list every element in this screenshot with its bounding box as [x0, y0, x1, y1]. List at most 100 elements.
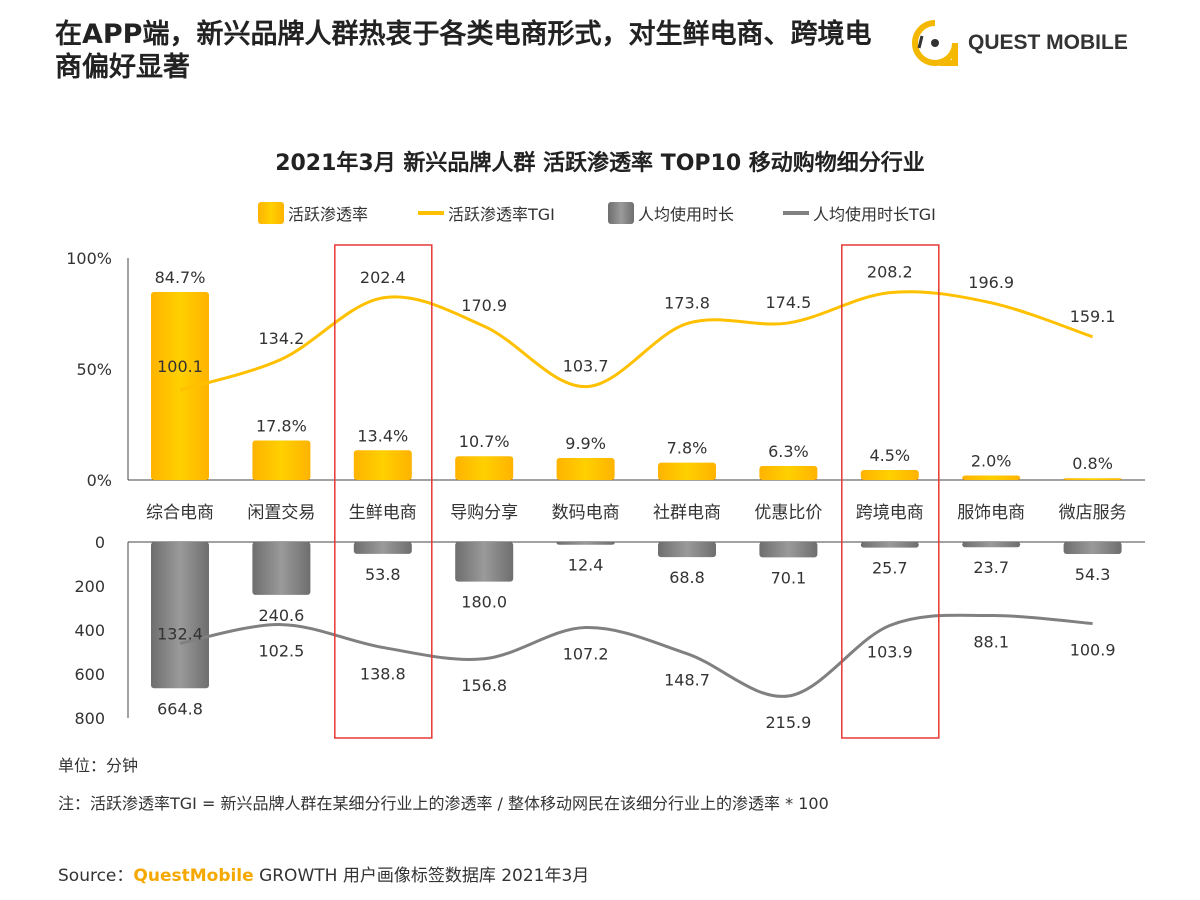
bottom-y-tick: 800	[74, 709, 105, 728]
bar-usage-duration	[759, 542, 818, 558]
line-label: 170.9	[461, 296, 507, 315]
bar-label: 0.8%	[1072, 454, 1113, 473]
unit-label: 单位：分钟	[58, 756, 139, 775]
bar-active-penetration	[353, 450, 412, 480]
bar-label: 9.9%	[565, 434, 606, 453]
category-label: 服饰电商	[957, 503, 1025, 523]
line-label: 88.1	[973, 633, 1009, 652]
line-label: 196.9	[968, 273, 1014, 292]
bar-label: 68.8	[669, 568, 705, 587]
bar-usage-duration	[1063, 542, 1122, 554]
logo-icon	[912, 20, 958, 66]
line-label: 100.9	[1070, 641, 1116, 660]
bottom-y-tick: 400	[74, 621, 105, 640]
legend-label-3: 人均使用时长TGI	[813, 205, 936, 224]
bar-label: 12.4	[568, 556, 604, 575]
line-label: 100.1	[157, 357, 203, 376]
bar-label: 70.1	[771, 568, 807, 587]
bar-label: 2.0%	[971, 452, 1012, 471]
line-active-penetration-tgi	[179, 290, 1094, 392]
bar-label: 180.0	[461, 593, 507, 612]
legend-line-1	[418, 211, 444, 215]
top-y-tick: 0%	[87, 471, 112, 490]
bottom-y-tick: 600	[74, 665, 105, 684]
bar-label: 13.4%	[357, 426, 408, 445]
bar-label: 53.8	[365, 565, 401, 584]
bar-label: 54.3	[1075, 565, 1111, 584]
quest-mobile-logo: QUEST MOBILE	[910, 18, 1128, 68]
line-label: 159.1	[1070, 307, 1116, 326]
bar-label: 10.7%	[459, 432, 510, 451]
category-label: 跨境电商	[856, 503, 924, 523]
legend-label-0: 活跃渗透率	[288, 205, 368, 224]
category-label: 生鲜电商	[349, 503, 417, 523]
bar-usage-duration	[658, 542, 716, 558]
legend-swatch-2	[608, 202, 634, 224]
bar-active-penetration	[252, 440, 311, 480]
line-label: 215.9	[765, 713, 811, 732]
footnote: 注：活跃渗透率TGI = 新兴品牌人群在某细分行业上的渗透率 / 整体移动网民在…	[58, 794, 829, 813]
category-label: 微店服务	[1059, 503, 1127, 523]
bar-label: 664.8	[157, 699, 203, 718]
bar-active-penetration	[455, 456, 514, 480]
bar-label: 240.6	[258, 606, 304, 625]
category-label: 优惠比价	[754, 503, 822, 523]
line-label: 102.5	[258, 642, 304, 661]
line-usage-duration-tgi	[179, 613, 1093, 698]
source-rest: GROWTH 用户画像标签数据库 2021年3月	[253, 866, 590, 886]
bar-usage-duration	[556, 542, 615, 545]
highlight-box	[334, 244, 433, 739]
bottom-y-tick: 0	[95, 533, 105, 552]
bar-usage-duration	[455, 542, 514, 582]
bar-active-penetration	[860, 470, 919, 480]
bar-usage-duration	[252, 542, 311, 595]
bar-usage-duration	[860, 542, 919, 548]
source-brand: QuestMobile	[133, 866, 254, 886]
headline: 在APP端，新兴品牌人群热衷于各类电商形式，对生鲜电商、跨境电商偏好显著	[55, 19, 872, 83]
category-label: 社群电商	[653, 503, 721, 523]
top-y-tick: 100%	[66, 249, 112, 268]
line-label: 134.2	[258, 329, 304, 348]
line-label: 173.8	[664, 294, 710, 313]
bar-label: 25.7	[872, 559, 908, 578]
bar-active-penetration	[962, 475, 1021, 480]
top-y-tick: 50%	[76, 360, 112, 379]
bar-label: 7.8%	[667, 439, 708, 458]
bar-usage-duration	[353, 542, 412, 554]
source-prefix: Source：	[58, 866, 134, 886]
line-label: 138.8	[360, 664, 406, 683]
line-label: 202.4	[360, 268, 406, 287]
bar-label: 84.7%	[155, 268, 206, 287]
line-label: 148.7	[664, 671, 710, 690]
bar-active-penetration	[759, 466, 818, 480]
bar-active-penetration	[1063, 478, 1122, 480]
line-label: 107.2	[563, 645, 609, 664]
line-label: 132.4	[157, 624, 203, 643]
bar-label: 17.8%	[256, 416, 307, 435]
bar-label: 4.5%	[869, 446, 910, 465]
bar-active-penetration	[556, 458, 615, 480]
legend-label-1: 活跃渗透率TGI	[448, 205, 555, 224]
bar-label: 6.3%	[768, 442, 809, 461]
category-label: 闲置交易	[247, 503, 315, 523]
logo-text: QUEST MOBILE	[968, 31, 1128, 54]
bottom-y-tick: 200	[74, 577, 105, 596]
bar-active-penetration	[151, 291, 209, 480]
bar-usage-duration	[151, 542, 209, 689]
category-label: 数码电商	[552, 503, 620, 523]
line-label: 103.9	[867, 642, 913, 661]
category-label: 导购分享	[450, 503, 518, 523]
legend-line-3	[783, 211, 809, 215]
legend-label-2: 人均使用时长	[638, 205, 734, 224]
bar-active-penetration	[658, 462, 716, 480]
chart-title: 2021年3月 新兴品牌人群 活跃渗透率 TOP10 移动购物细分行业	[275, 150, 925, 176]
line-label: 174.5	[765, 293, 811, 312]
category-label: 综合电商	[146, 503, 214, 523]
line-label: 156.8	[461, 676, 507, 695]
bar-label: 23.7	[973, 558, 1009, 577]
highlight-box	[841, 244, 940, 739]
source: Source：QuestMobile GROWTH 用户画像标签数据库 2021…	[58, 861, 589, 886]
line-label: 208.2	[867, 263, 913, 282]
bar-usage-duration	[962, 542, 1021, 548]
